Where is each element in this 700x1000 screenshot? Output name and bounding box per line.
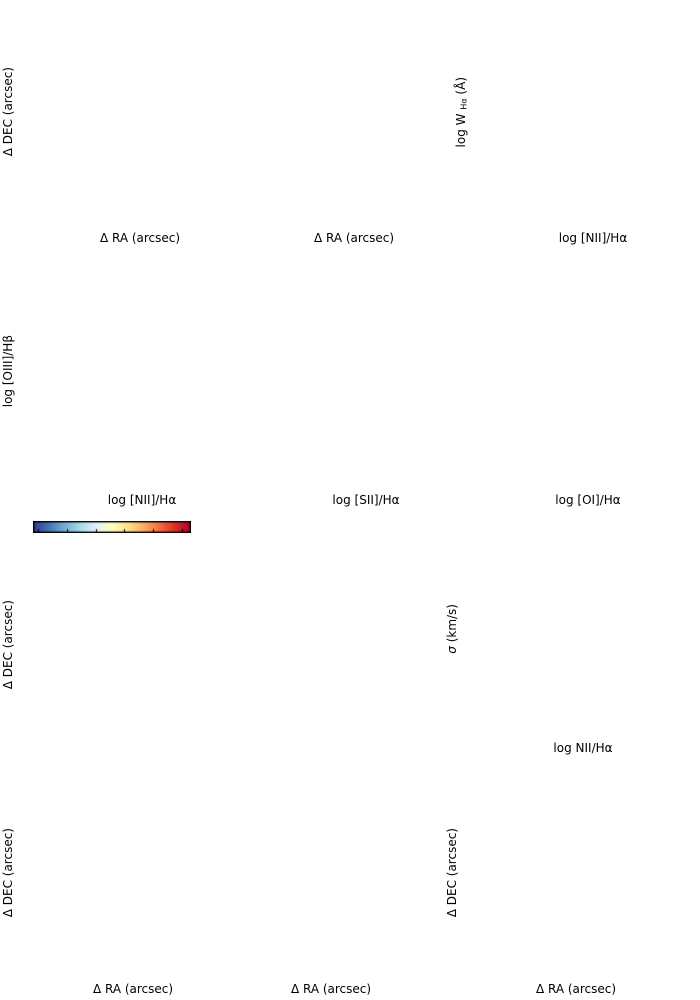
y-axis-label-text: Δ DEC (arcsec): [445, 828, 459, 918]
y-axis-label-row3: Δ DEC (arcsec): [0, 551, 16, 739]
y-axis-label-bpt: log [OIII]/Hβ: [0, 263, 16, 480]
x-axis-label-panel-i: Δ RA (arcsec): [290, 982, 372, 996]
cb-ef-left-gradient: [33, 521, 191, 533]
x-axis-label-panel-j: Δ RA (arcsec): [535, 982, 617, 996]
x-axis-label-bpt-sii: log [SII]/Hα: [332, 493, 400, 507]
y-axis-label-row1: Δ DEC (arcsec): [0, 5, 16, 219]
x-axis-label-panel-b: Δ RA (arcsec): [313, 231, 395, 245]
y-axis-label-text: Δ DEC (arcsec): [1, 828, 15, 918]
y-axis-label-whan: log W Hα (Å): [454, 5, 470, 219]
y-axis-label-panel-j: Δ DEC (arcsec): [444, 778, 460, 968]
x-axis-label-bpt-oi: log [OI]/Hα: [555, 493, 621, 507]
y-axis-label-text: Δ DEC (arcsec): [1, 600, 15, 690]
x-axis-label-panel-c: log [NII]/Hα: [558, 231, 628, 245]
y-axis-label-text: log [OIII]/Hβ: [1, 335, 15, 408]
x-axis-label-panel-h: Δ RA (arcsec): [92, 982, 174, 996]
y-axis-label-text: log W Hα (Å): [454, 76, 469, 148]
x-axis-label-panel-a: Δ RA (arcsec): [99, 231, 181, 245]
x-axis-label-panel-g: log NII/Hα: [553, 741, 613, 755]
y-axis-label-text: Δ DEC (arcsec): [1, 67, 15, 157]
y-axis-label-sigma: σ (km/s): [444, 530, 460, 727]
y-axis-label-text: σ (km/s): [445, 603, 459, 654]
x-axis-label-bpt-nii: log [NII]/Hα: [107, 493, 177, 507]
y-axis-label-row4: Δ DEC (arcsec): [0, 778, 16, 968]
